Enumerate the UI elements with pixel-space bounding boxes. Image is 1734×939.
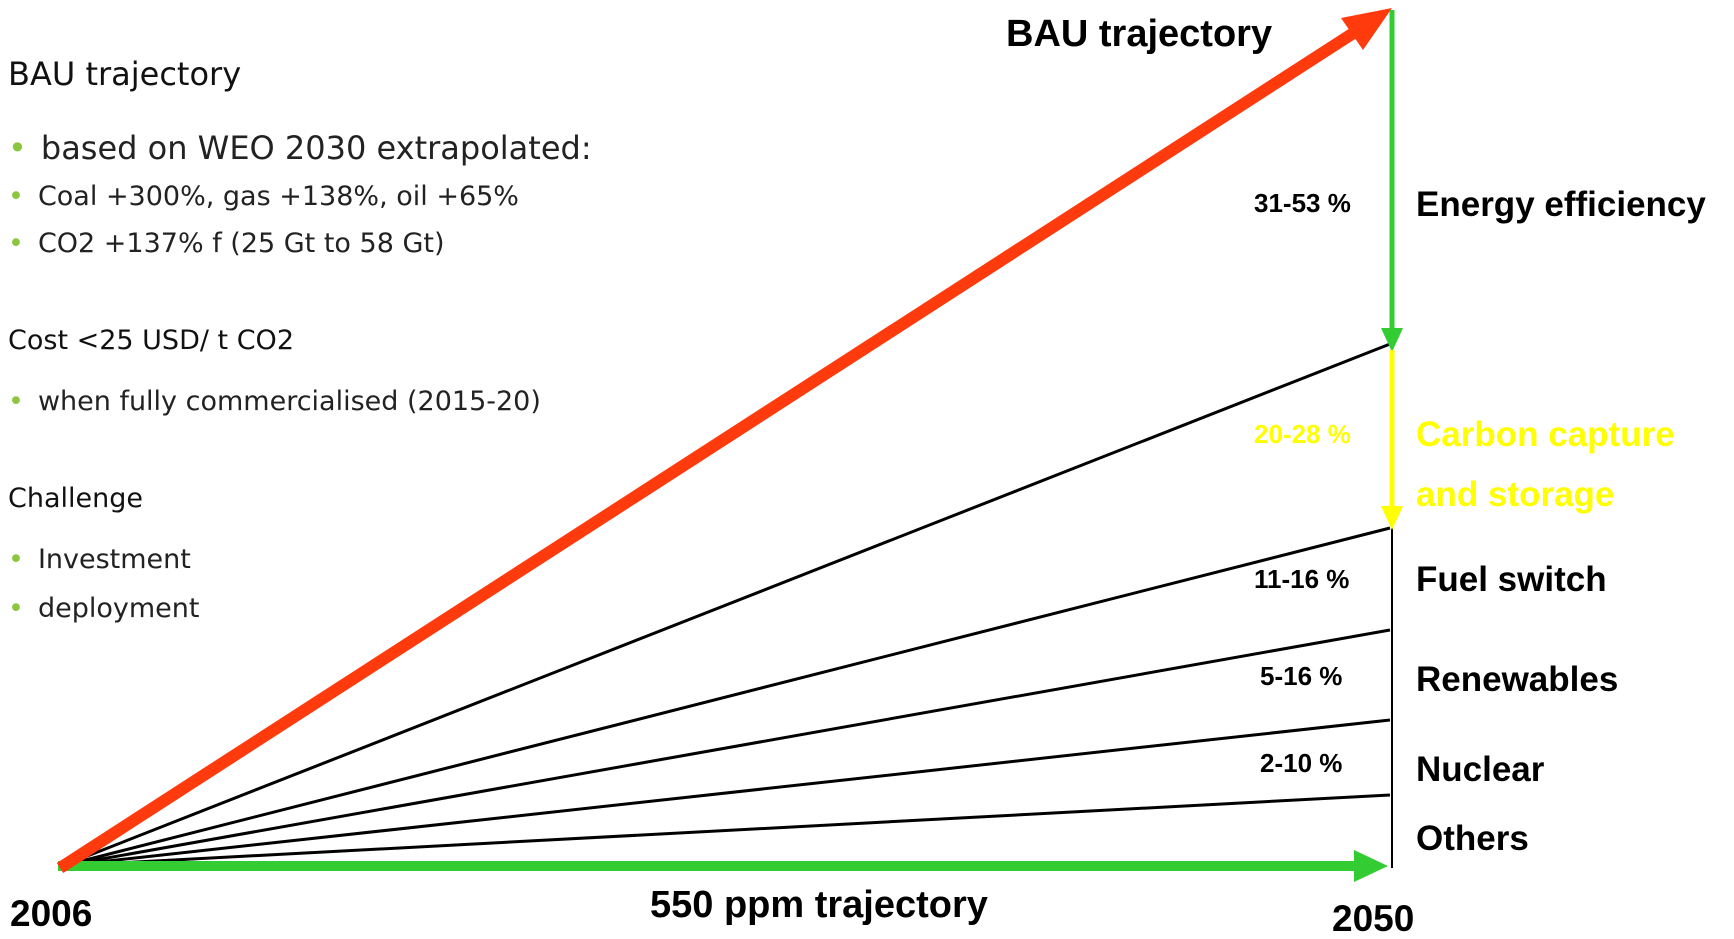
bullet-text: CO2 +137% f (25 Gt to 58 Gt) bbox=[37, 228, 445, 259]
challenge-bullet-2: • deployment bbox=[8, 595, 199, 622]
trajectory-550-arrow-head bbox=[1354, 850, 1388, 882]
bau-arrow-head bbox=[1341, 8, 1392, 50]
bullet-dot: • bbox=[8, 129, 27, 167]
wedge-line-nuclear-others bbox=[61, 793, 1391, 868]
ccs-arrow-head bbox=[1381, 506, 1403, 530]
renewables-range: 5-16 % bbox=[1260, 661, 1343, 691]
trajectory-550-label: 550 ppm trajectory bbox=[650, 884, 988, 926]
bau-bullet-2: • Coal +300%, gas +138%, oil +65% bbox=[8, 183, 519, 210]
bullet-text: Investment bbox=[37, 544, 191, 575]
bau-heading: BAU trajectory bbox=[8, 55, 242, 93]
energy-efficiency-range: 31-53 % bbox=[1254, 188, 1351, 218]
bullet-text: deployment bbox=[37, 593, 200, 624]
bullet-dot: • bbox=[8, 181, 24, 212]
end-year-label: 2050 bbox=[1332, 898, 1415, 939]
bau-arrow-shaft bbox=[56, 26, 1359, 874]
bullet-text: based on WEO 2030 extrapolated: bbox=[40, 129, 592, 167]
wedge-line-fuel-renew bbox=[61, 628, 1391, 868]
ccs-range: 20-28 % bbox=[1254, 419, 1351, 449]
nuclear-label: Nuclear bbox=[1416, 750, 1545, 789]
fuel-switch-label: Fuel switch bbox=[1416, 560, 1607, 599]
bullet-dot: • bbox=[8, 386, 24, 417]
energy-efficiency-label: Energy efficiency bbox=[1416, 185, 1706, 224]
bau-bullet-1: • based on WEO 2030 extrapolated: bbox=[8, 132, 592, 164]
challenge-heading: Challenge bbox=[8, 483, 143, 514]
wedge-line-renew-nuclear bbox=[61, 718, 1391, 868]
ccs-label-line2: and storage bbox=[1416, 475, 1615, 514]
cost-heading: Cost <25 USD/ t CO2 bbox=[8, 325, 294, 356]
wedge-line-ee-ccs bbox=[61, 342, 1391, 868]
bau-bullet-3: • CO2 +137% f (25 Gt to 58 Gt) bbox=[8, 230, 445, 257]
renewables-label: Renewables bbox=[1416, 660, 1619, 699]
energy-efficiency-arrow-head bbox=[1381, 328, 1403, 352]
bullet-dot: • bbox=[8, 228, 24, 259]
start-year-label: 2006 bbox=[10, 893, 93, 934]
cost-bullet-1: • when fully commercialised (2015-20) bbox=[8, 388, 541, 415]
fuel-switch-range: 11-16 % bbox=[1254, 564, 1350, 594]
bullet-dot: • bbox=[8, 544, 24, 575]
bau-label: BAU trajectory bbox=[1006, 13, 1273, 55]
wedge-line-ccs-fuel bbox=[61, 526, 1391, 868]
ccs-label-line1: Carbon capture bbox=[1416, 415, 1675, 454]
nuclear-range: 2-10 % bbox=[1260, 748, 1343, 778]
others-label: Others bbox=[1416, 819, 1529, 858]
bullet-text: Coal +300%, gas +138%, oil +65% bbox=[37, 181, 519, 212]
bullet-dot: • bbox=[8, 593, 24, 624]
challenge-bullet-1: • Investment bbox=[8, 546, 191, 573]
bullet-text: when fully commercialised (2015-20) bbox=[37, 386, 541, 417]
